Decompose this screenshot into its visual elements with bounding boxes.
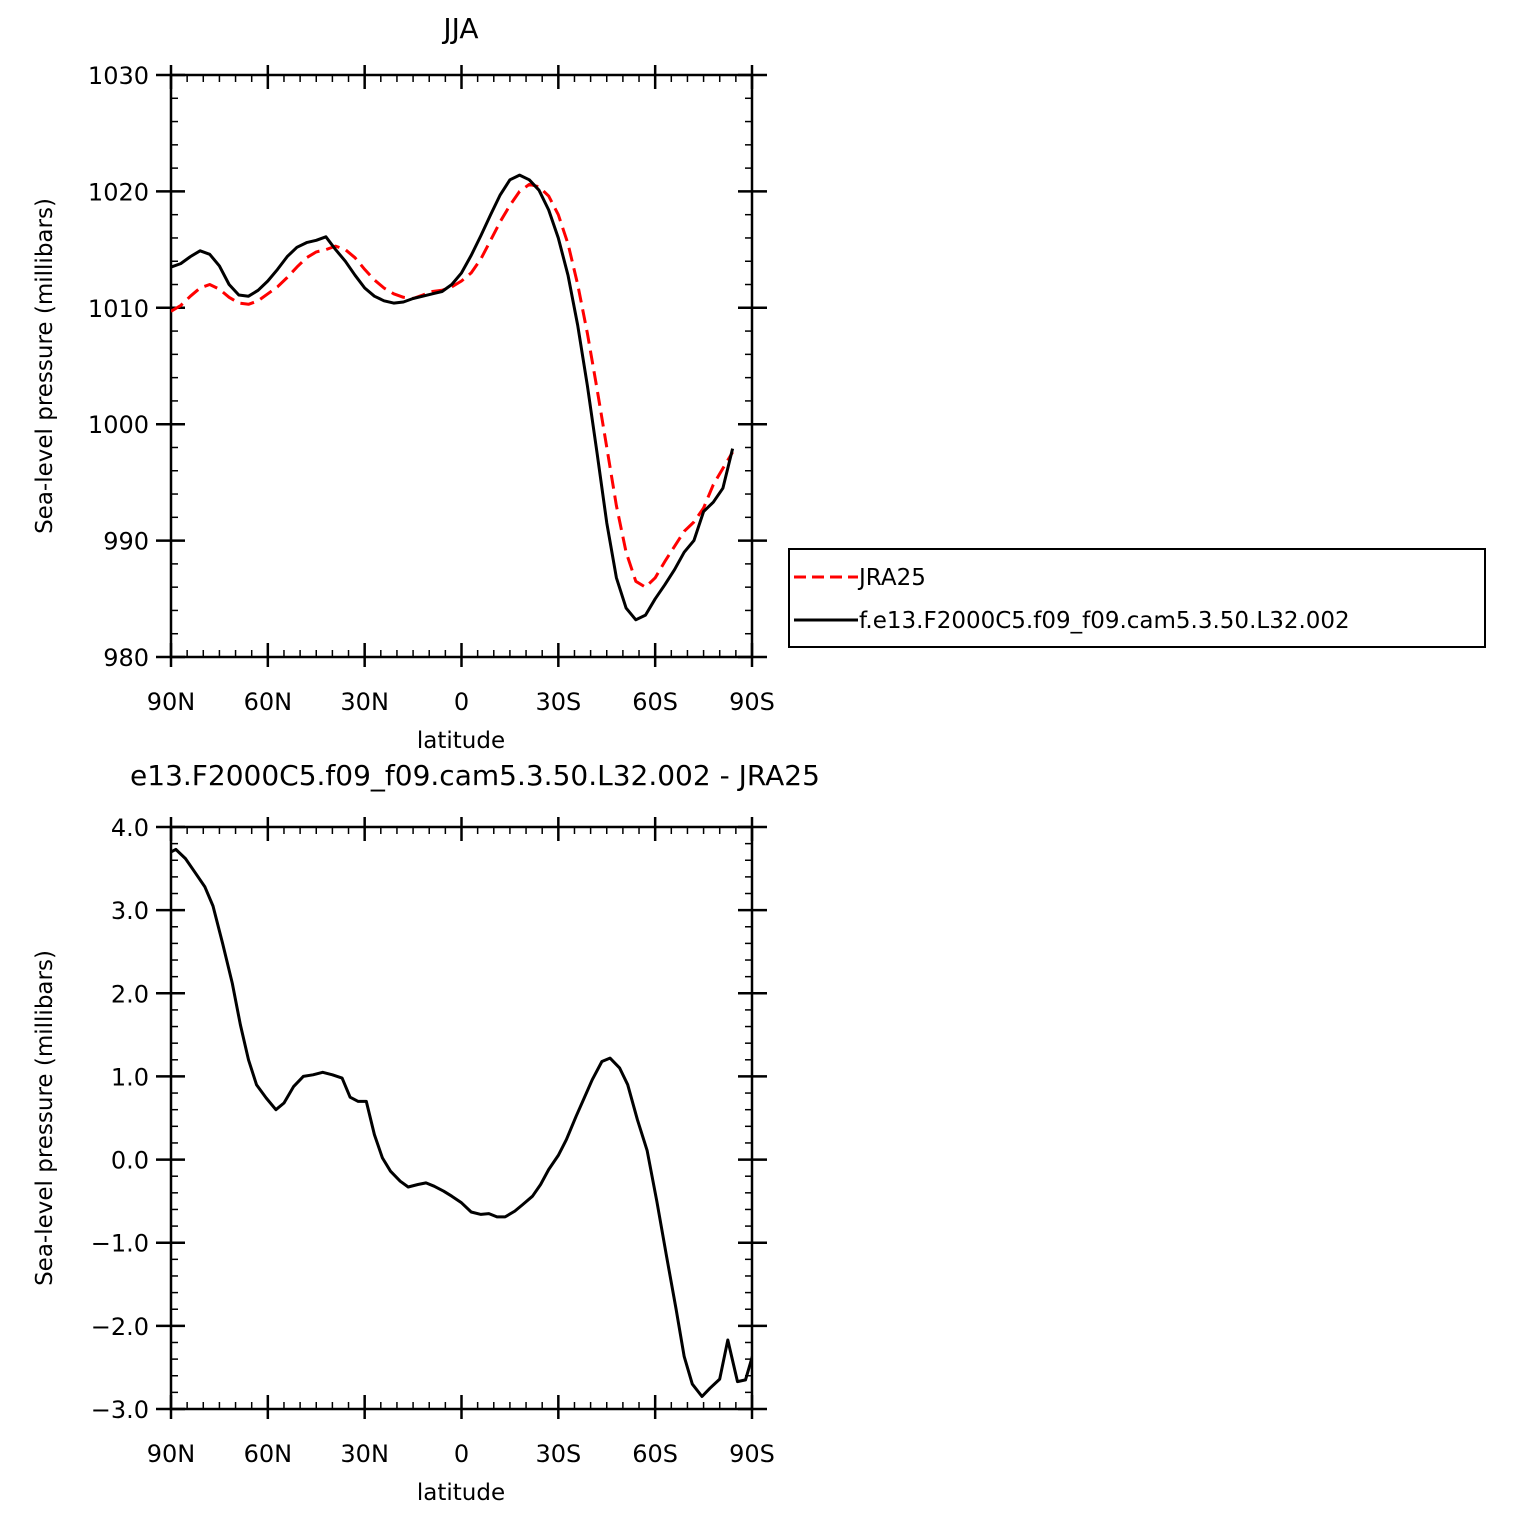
y-axis-label: Sea-level pressure (millibars) — [32, 198, 58, 534]
bottom-panel: 90N 60N 30N 0 30S 60S 90S −3.0 −2.0 −1.0 0.0 1.0 2.0… — [32, 759, 820, 1506]
y-tick-label: 2.0 — [111, 980, 149, 1008]
chart-title: JJA — [441, 12, 478, 45]
x-tick-label: 0 — [454, 1440, 469, 1468]
y-axis-label: Sea-level pressure (millibars) — [32, 950, 58, 1286]
plot-frame — [169, 73, 754, 659]
series-line-jra25 — [171, 182, 734, 589]
x-tick-label: 30S — [535, 688, 581, 716]
y-tick-label: −1.0 — [91, 1230, 149, 1258]
x-tick-label: 0 — [454, 688, 469, 716]
y-tick-label: 1000 — [88, 411, 149, 439]
plot-frame — [169, 825, 754, 1411]
legend-entry: f.e13.F2000C5.f09_f09.cam5.3.50.L32.002 — [859, 608, 1350, 634]
x-tick-label: 60N — [244, 688, 293, 716]
y-tick-label: 0.0 — [111, 1147, 149, 1175]
y-tick-label: 1030 — [88, 62, 149, 90]
legend-box — [788, 548, 1486, 648]
series-line-model — [171, 173, 735, 622]
series-line-difference — [171, 847, 752, 1398]
x-tick-label: 90N — [147, 1440, 196, 1468]
x-tick-label: 90S — [729, 1440, 775, 1468]
x-axis-label: latitude — [417, 728, 505, 754]
y-tick-label: 3.0 — [111, 897, 149, 925]
x-tick-label: 60S — [632, 1440, 678, 1468]
x-tick-label: 30N — [340, 1440, 389, 1468]
y-tick-label: 1010 — [88, 295, 149, 323]
y-tick-label: 1020 — [88, 178, 149, 206]
top-panel: 90N 60N 30N 0 30S 60S 90S 980 990 1000 1010 1020 103… — [32, 12, 775, 754]
y-tick-label: 1.0 — [111, 1063, 149, 1091]
x-tick-label: 60N — [244, 1440, 293, 1468]
y-tick-label: 4.0 — [111, 814, 149, 842]
x-tick-label: 90N — [147, 688, 196, 716]
x-tick-label: 60S — [632, 688, 678, 716]
legend: JRA25 f.e13.F2000C5.f09_f09.cam5.3.50.L32… — [788, 548, 1486, 648]
x-tick-label: 90S — [729, 688, 775, 716]
y-tick-label: −3.0 — [91, 1396, 149, 1424]
y-tick-label: 980 — [103, 644, 149, 672]
x-axis-label: latitude — [417, 1480, 505, 1506]
x-tick-label: 30S — [535, 1440, 581, 1468]
x-tick-label: 30N — [340, 688, 389, 716]
legend-entry: JRA25 — [857, 565, 926, 591]
y-tick-label: −2.0 — [91, 1313, 149, 1341]
y-tick-label: 990 — [103, 528, 149, 556]
chart-title: e13.F2000C5.f09_f09.cam5.3.50.L32.002 - … — [130, 759, 820, 792]
